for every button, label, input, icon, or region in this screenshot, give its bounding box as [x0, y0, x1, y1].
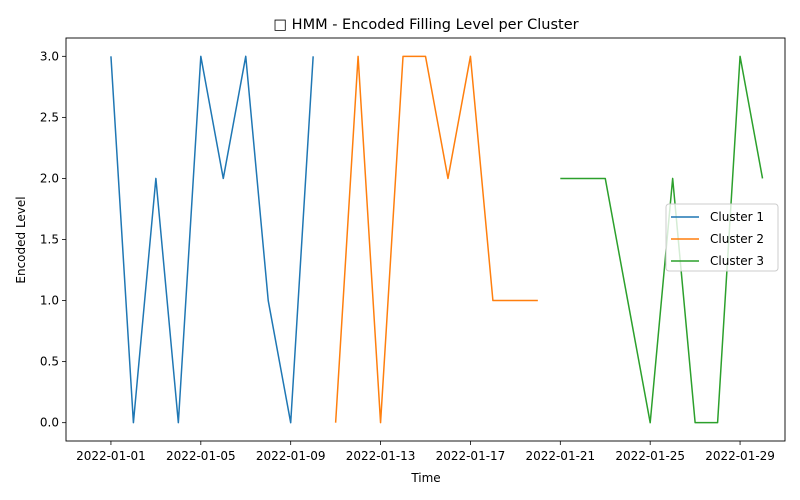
x-tick-label: 2022-01-01 [76, 449, 146, 463]
x-axis-label: Time [410, 471, 440, 485]
legend-label-cluster-2: Cluster 2 [710, 232, 764, 246]
plot-frame [65, 37, 786, 442]
y-tick-label: 1.0 [40, 294, 59, 308]
legend: Cluster 1 Cluster 2 Cluster 3 [665, 203, 779, 272]
x-axis: 2022-01-01 2022-01-05 2022-01-09 2022-01-13… [76, 441, 775, 463]
legend-label-cluster-3: Cluster 3 [710, 254, 764, 268]
x-tick-label: 2022-01-21 [525, 449, 595, 463]
series-line-cluster-1 [110, 55, 314, 424]
y-axis-label: Encoded Level [14, 196, 28, 283]
y-axis: 0.0 0.5 1.0 1.5 2.0 2.5 3.0 [40, 49, 66, 430]
x-tick-label: 2022-01-05 [166, 449, 236, 463]
x-tick-label: 2022-01-13 [346, 449, 416, 463]
x-tick-label: 2022-01-17 [436, 449, 506, 463]
legend-box [665, 203, 779, 272]
y-tick-label: 0.0 [40, 416, 59, 430]
y-tick-label: 2.0 [40, 171, 59, 185]
chart-title: □ HMM - Encoded Filling Level per Cluste… [273, 17, 578, 33]
x-tick-label: 2022-01-09 [256, 449, 326, 463]
series-line-cluster-2 [334, 55, 538, 424]
x-tick-label: 2022-01-25 [615, 449, 685, 463]
plot-area [110, 55, 764, 424]
y-tick-label: 0.5 [40, 355, 59, 369]
y-tick-label: 3.0 [40, 49, 59, 63]
x-tick-label: 2022-01-29 [705, 449, 775, 463]
y-tick-label: 2.5 [40, 110, 59, 124]
legend-label-cluster-1: Cluster 1 [710, 210, 764, 224]
y-tick-label: 1.5 [40, 233, 59, 247]
